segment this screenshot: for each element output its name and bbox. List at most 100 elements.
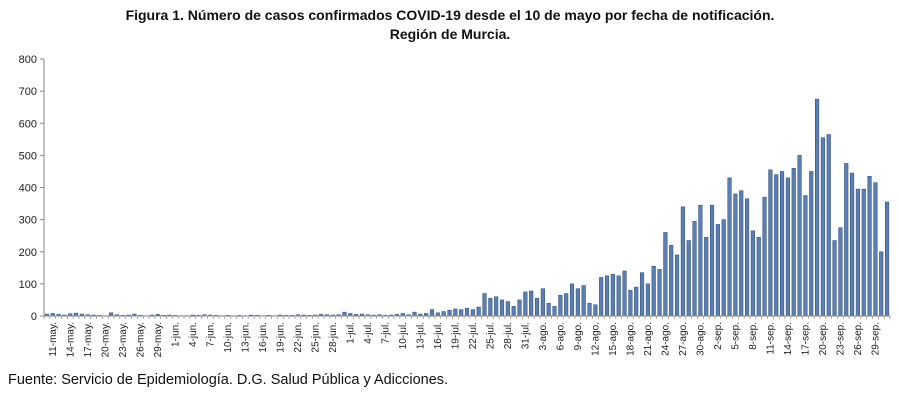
bar (704, 237, 709, 317)
bar (815, 98, 820, 317)
bar (593, 304, 598, 317)
x-tick-label: 3-ago. (538, 322, 549, 350)
bar (639, 272, 645, 317)
x-tick-label: 16-jun. (258, 322, 269, 353)
bar (610, 273, 615, 317)
x-tick-label: 14-sep. (783, 322, 794, 355)
y-tick-label: 800 (19, 54, 37, 66)
bar (698, 204, 703, 317)
bar (780, 171, 785, 317)
x-tick-label: 22-jun. (293, 322, 304, 353)
y-tick-label: 500 (19, 150, 37, 162)
bar (447, 309, 452, 317)
x-axis: 11-may. 14-may. 17-may. 20-may. 23-may. 26-ma… (43, 315, 891, 357)
bar (616, 275, 621, 317)
bar (453, 308, 458, 317)
bar (529, 290, 534, 317)
x-tick-label: 11-sep. (765, 322, 776, 355)
bar (505, 301, 510, 317)
bar (575, 288, 580, 317)
bar (552, 306, 557, 317)
x-tick-label: 25-jul. (485, 322, 496, 349)
bar (820, 137, 825, 317)
bar (774, 174, 779, 317)
bar (879, 251, 884, 317)
bar (709, 204, 715, 317)
x-tick-label: 20-sep. (818, 322, 829, 355)
bar (599, 277, 604, 317)
bar (686, 240, 691, 317)
x-tick-label: 14-may. (65, 322, 76, 357)
x-tick-label: 24-ago. (660, 322, 671, 356)
y-tick-label: 0 (31, 311, 37, 323)
chart-title-line1: Figura 1. Número de casos confirmados CO… (125, 7, 775, 23)
bar (429, 309, 435, 317)
bar (482, 293, 487, 317)
bar (628, 290, 633, 317)
bar (692, 220, 697, 317)
bar (844, 163, 849, 317)
bar (745, 198, 750, 317)
bar (622, 270, 627, 317)
bar (750, 230, 755, 317)
chart-title: Figura 1. Número de casos confirmados CO… (0, 6, 900, 44)
bar (499, 299, 505, 317)
x-tick-label: 7-jul. (380, 322, 391, 344)
x-tick-label: 21-ago. (643, 322, 654, 356)
bar (739, 190, 744, 317)
x-tick-label: 10-jun. (223, 322, 234, 353)
bar (867, 176, 872, 317)
bar (342, 311, 347, 317)
bar (441, 311, 446, 317)
x-tick-label: 27-ago. (678, 322, 689, 356)
bar (855, 188, 860, 317)
bar (464, 308, 470, 317)
bar (488, 298, 493, 317)
bar (645, 283, 650, 317)
bar (733, 193, 738, 317)
bar (680, 206, 685, 317)
y-tick-label: 200 (19, 247, 37, 259)
x-tick-label: 1-jul. (345, 322, 356, 344)
x-tick-label: 28-jun. (328, 322, 339, 353)
bar (470, 309, 475, 317)
x-tick-label: 20-may. (100, 322, 111, 357)
bar (669, 245, 674, 317)
x-tick-label: 7-jun. (205, 322, 216, 347)
x-tick-label: 4-jun. (188, 322, 199, 347)
x-tick-label: 12-ago. (590, 322, 601, 356)
x-tick-label: 22-jul. (468, 322, 479, 349)
bar (803, 195, 808, 317)
bar (809, 171, 814, 317)
x-tick-label: 26-sep. (853, 322, 864, 355)
x-tick-label: 31-jul. (520, 322, 531, 349)
bar (558, 294, 563, 317)
bar (715, 224, 720, 317)
x-tick-label: 5-sep. (730, 322, 741, 350)
bar (511, 306, 516, 317)
bar-series (44, 98, 890, 317)
bar (832, 240, 837, 317)
bar (546, 302, 551, 317)
bar (476, 306, 481, 317)
x-tick-label: 1-jun. (170, 322, 181, 347)
y-tick-label: 400 (19, 183, 37, 195)
x-tick-label: 17-sep. (800, 322, 811, 355)
bar (861, 188, 866, 317)
x-tick-label: 17-may. (83, 322, 94, 357)
x-tick-label: 15-ago. (608, 322, 619, 356)
x-tick-label: 8-sep. (748, 322, 759, 350)
x-tick-label: 9-ago. (573, 322, 584, 350)
x-tick-label: 11-may. (48, 322, 59, 357)
x-tick-label: 26-may. (135, 322, 146, 357)
bar (534, 298, 540, 317)
bar (523, 291, 528, 317)
bar (850, 172, 855, 317)
x-tick-label: 29-may. (153, 322, 164, 357)
bar (768, 169, 773, 317)
y-tick-label: 300 (19, 215, 37, 227)
x-tick-label: 10-jul. (398, 322, 409, 349)
bar-chart: 0 100 200 300 400 500 600 700 800 11-may. 14-may.… (19, 54, 891, 357)
bar (838, 227, 843, 317)
bar (587, 302, 592, 317)
